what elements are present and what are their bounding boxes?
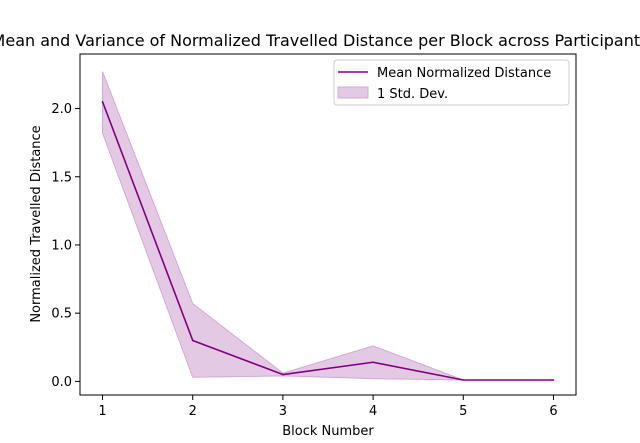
x-tick-label: 1: [98, 404, 106, 419]
y-tick-label: 1.0: [51, 238, 72, 253]
std-dev-band-layer: [102, 71, 554, 381]
mean-point: [462, 379, 465, 381]
legend-line-label: Mean Normalized Distance: [377, 66, 551, 81]
y-axis-label: Normalized Travelled Distance: [29, 125, 44, 322]
x-tick-label: 2: [189, 404, 197, 419]
mean-line-layer: [101, 100, 555, 381]
x-tick-label: 5: [459, 404, 467, 419]
std-dev-band: [102, 71, 554, 381]
plot-frame: [79, 53, 577, 396]
y-tick-label: 1.5: [51, 170, 72, 185]
y-axis: 0.0 0.5 1.0 1.5 2.0: [51, 102, 80, 390]
legend-box: [333, 59, 570, 106]
legend: Mean Normalized Distance 1 Std. Dev.: [333, 59, 570, 106]
y-tick-label: 0.0: [51, 375, 72, 390]
mean-point: [372, 361, 374, 364]
mean-point: [101, 100, 104, 103]
mean-point: [191, 339, 194, 342]
x-axis-label: Block Number: [282, 424, 374, 439]
mean-point: [282, 373, 284, 376]
x-tick-label: 4: [369, 404, 377, 419]
x-tick-label: 3: [279, 404, 287, 419]
chart-title: Mean and Variance of Normalized Travelle…: [0, 31, 640, 50]
legend-band-label: 1 Std. Dev.: [377, 87, 448, 102]
mean-point: [552, 379, 555, 381]
y-tick-label: 0.5: [51, 307, 72, 322]
legend-band-swatch: [337, 86, 369, 99]
x-axis: 1 2 3 4 5 6: [98, 395, 558, 419]
mean-line: [101, 101, 554, 381]
y-tick-label: 2.0: [51, 102, 72, 117]
x-tick-label: 6: [549, 404, 557, 419]
